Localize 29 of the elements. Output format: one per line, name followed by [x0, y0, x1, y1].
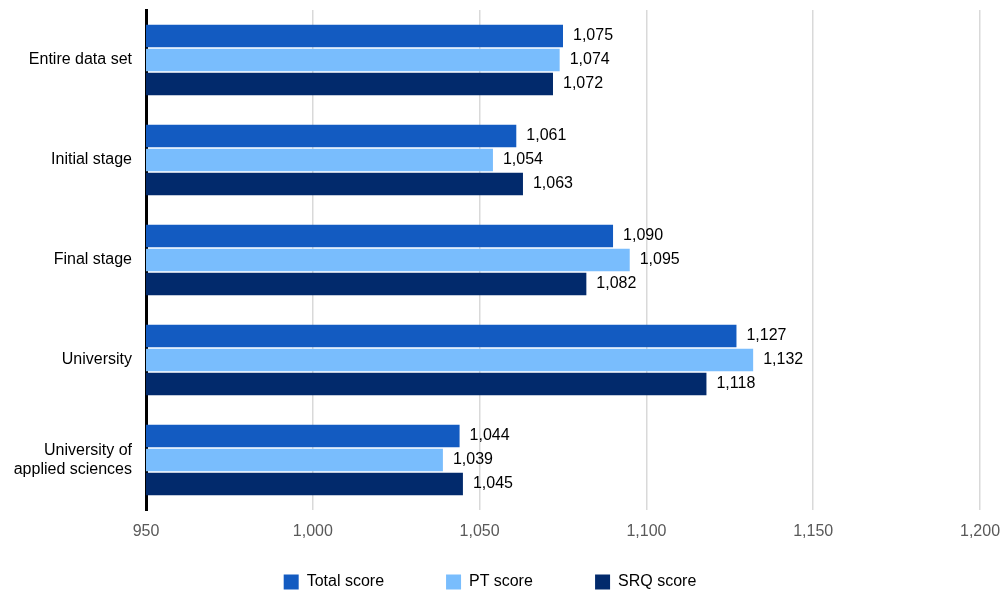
x-tick-label: 1,050	[459, 521, 500, 539]
data-label: 1,090	[623, 226, 664, 244]
legend-label: PT score	[469, 572, 533, 590]
legend-label: Total score	[306, 572, 385, 590]
data-label: 1,044	[469, 426, 510, 444]
x-tick-label: 1,200	[959, 521, 1001, 539]
y-tick-label: University	[61, 350, 132, 368]
data-label: 1,132	[763, 350, 804, 368]
data-label: 1,054	[502, 150, 544, 168]
data-label: 1,072	[562, 74, 604, 92]
data-label: 1,095	[639, 250, 680, 268]
y-tick-label: Entire data set	[28, 50, 133, 68]
data-label: 1,039	[452, 450, 494, 468]
data-label: 1,082	[596, 274, 637, 292]
legend-label: SRQ score	[618, 572, 697, 590]
y-tick-label: Initial stage	[51, 150, 133, 168]
data-label: 1,045	[472, 474, 514, 492]
x-tick-label: 1,100	[626, 521, 667, 539]
x-tick-label: 1,000	[292, 521, 333, 539]
y-tick-label: University of applied sciences	[13, 440, 133, 478]
data-label: 1,075	[573, 26, 614, 44]
data-label: 1,074	[569, 50, 610, 68]
x-tick-label: 1,150	[793, 521, 834, 539]
data-label: 1,127	[746, 326, 787, 344]
x-tick-label: 950	[132, 521, 160, 539]
data-label: 1,063	[532, 174, 574, 192]
y-tick-label: Final stage	[53, 250, 133, 268]
data-label: 1,061	[526, 126, 567, 144]
data-label: 1,118	[716, 374, 756, 392]
